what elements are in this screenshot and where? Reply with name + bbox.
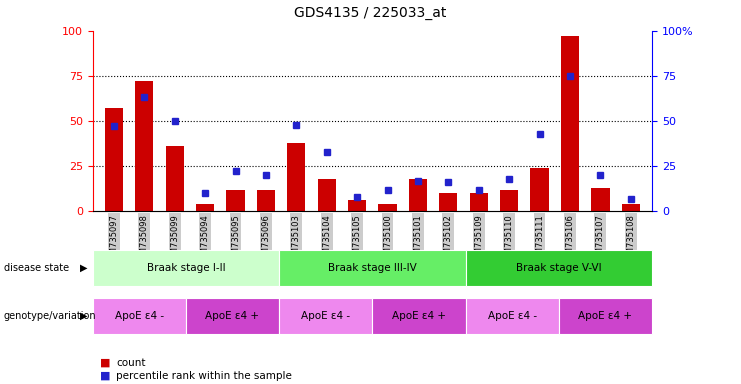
Bar [500, 190, 518, 211]
Bar [379, 204, 396, 211]
Bar [288, 142, 305, 211]
Bar [531, 168, 548, 211]
Text: ■: ■ [100, 371, 110, 381]
Text: ▶: ▶ [80, 311, 87, 321]
Text: Braak stage I-II: Braak stage I-II [147, 263, 225, 273]
Text: ▶: ▶ [80, 263, 87, 273]
Bar [227, 190, 245, 211]
Text: ■: ■ [100, 358, 110, 368]
Bar [470, 193, 488, 211]
Bar [439, 193, 457, 211]
Text: ApoE ε4 +: ApoE ε4 + [392, 311, 446, 321]
Text: ApoE ε4 -: ApoE ε4 - [301, 311, 350, 321]
Bar [348, 200, 366, 211]
Bar [591, 188, 610, 211]
Bar [165, 146, 184, 211]
Bar [409, 179, 427, 211]
Text: genotype/variation: genotype/variation [4, 311, 96, 321]
Text: ApoE ε4 -: ApoE ε4 - [115, 311, 164, 321]
Bar [257, 190, 275, 211]
Bar [318, 179, 336, 211]
Text: Braak stage III-IV: Braak stage III-IV [328, 263, 416, 273]
Bar [622, 204, 640, 211]
Text: ApoE ε4 +: ApoE ε4 + [205, 311, 259, 321]
Text: Braak stage V-VI: Braak stage V-VI [516, 263, 602, 273]
Bar [561, 36, 579, 211]
Text: ApoE ε4 -: ApoE ε4 - [488, 311, 536, 321]
Bar [104, 108, 123, 211]
Bar [196, 204, 214, 211]
Text: count: count [116, 358, 146, 368]
Text: GDS4135 / 225033_at: GDS4135 / 225033_at [294, 6, 447, 20]
Text: percentile rank within the sample: percentile rank within the sample [116, 371, 292, 381]
Text: ApoE ε4 +: ApoE ε4 + [579, 311, 633, 321]
Text: disease state: disease state [4, 263, 69, 273]
Bar [135, 81, 153, 211]
